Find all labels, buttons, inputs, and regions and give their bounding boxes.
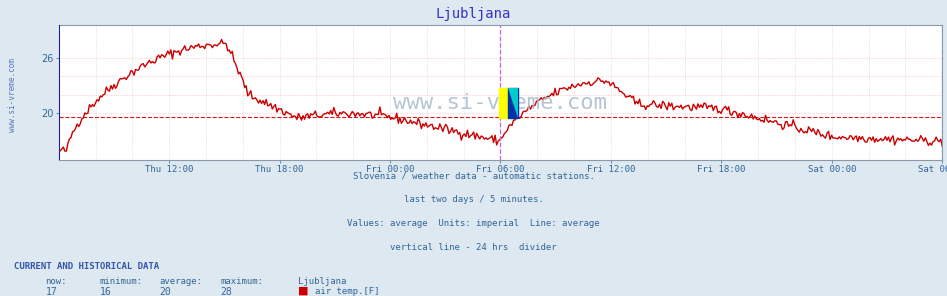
Text: vertical line - 24 hrs  divider: vertical line - 24 hrs divider xyxy=(390,243,557,252)
Bar xyxy=(499,88,509,118)
Text: average:: average: xyxy=(159,277,202,286)
Text: Slovenia / weather data - automatic stations.: Slovenia / weather data - automatic stat… xyxy=(352,172,595,181)
Text: now:: now: xyxy=(45,277,67,286)
Text: air temp.[F]: air temp.[F] xyxy=(315,287,380,296)
Text: 16: 16 xyxy=(99,287,111,296)
Text: www.si-vreme.com: www.si-vreme.com xyxy=(8,58,17,132)
Text: 28: 28 xyxy=(221,287,232,296)
Text: minimum:: minimum: xyxy=(99,277,142,286)
Text: ■: ■ xyxy=(298,286,309,296)
Text: maximum:: maximum: xyxy=(221,277,263,286)
Text: 20: 20 xyxy=(159,287,170,296)
Text: CURRENT AND HISTORICAL DATA: CURRENT AND HISTORICAL DATA xyxy=(14,262,159,271)
Text: 17: 17 xyxy=(45,287,57,296)
Bar xyxy=(509,88,518,118)
Text: Ljubljana: Ljubljana xyxy=(436,7,511,21)
Text: www.si-vreme.com: www.si-vreme.com xyxy=(394,93,607,113)
PathPatch shape xyxy=(509,88,518,118)
Text: Values: average  Units: imperial  Line: average: Values: average Units: imperial Line: av… xyxy=(348,219,599,228)
Text: last two days / 5 minutes.: last two days / 5 minutes. xyxy=(403,195,544,204)
Text: Ljubljana: Ljubljana xyxy=(298,277,347,286)
